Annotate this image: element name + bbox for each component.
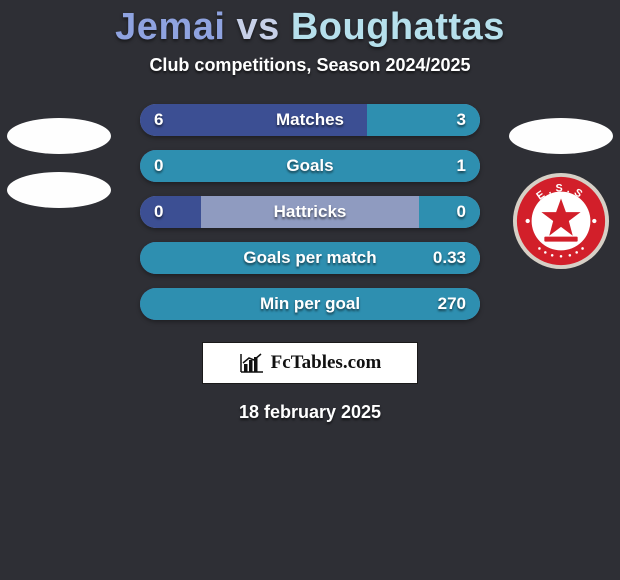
stat-value-right: 0.33 (433, 248, 466, 268)
player2-club-badge: E.S.S (512, 172, 610, 270)
stat-fill-left (140, 196, 201, 228)
stat-row: 0 Goals 1 (140, 150, 480, 182)
stat-label: Hattricks (274, 202, 347, 222)
stat-label: Goals per match (243, 248, 376, 268)
stat-value-right: 1 (457, 156, 466, 176)
stat-fill-right (419, 196, 480, 228)
comparison-rows: 6 Matches 3 0 Goals 1 0 Hattricks 0 Goals per mat… (140, 104, 480, 320)
stat-value-left: 0 (154, 156, 163, 176)
stat-row: Goals per match 0.33 (140, 242, 480, 274)
date-text: 18 february 2025 (0, 402, 620, 423)
title-player2: Boughattas (291, 6, 505, 48)
title-player1: Jemai (115, 6, 225, 48)
stat-row: 0 Hattricks 0 (140, 196, 480, 228)
brand-box: FcTables.com (202, 342, 418, 384)
stat-value-right: 270 (438, 294, 466, 314)
player1-club-placeholder (7, 172, 111, 208)
player2-logos: E.S.S (506, 118, 616, 270)
page-title: Jemai vs Boughattas (0, 6, 620, 49)
stat-value-right: 0 (457, 202, 466, 222)
title-vs: vs (236, 6, 279, 48)
stat-row: 6 Matches 3 (140, 104, 480, 136)
stat-label: Matches (276, 110, 344, 130)
player1-logos (4, 118, 114, 208)
stat-row: Min per goal 270 (140, 288, 480, 320)
subtitle: Club competitions, Season 2024/2025 (0, 55, 620, 76)
stat-value-right: 3 (457, 110, 466, 130)
player1-headshot-placeholder (7, 118, 111, 154)
brand-chart-icon (239, 352, 265, 374)
brand-text: FcTables.com (271, 352, 382, 374)
stat-label: Goals (286, 156, 333, 176)
stat-label: Min per goal (260, 294, 360, 314)
stat-value-left: 6 (154, 110, 163, 130)
stat-value-left: 0 (154, 202, 163, 222)
player2-headshot-placeholder (509, 118, 613, 154)
